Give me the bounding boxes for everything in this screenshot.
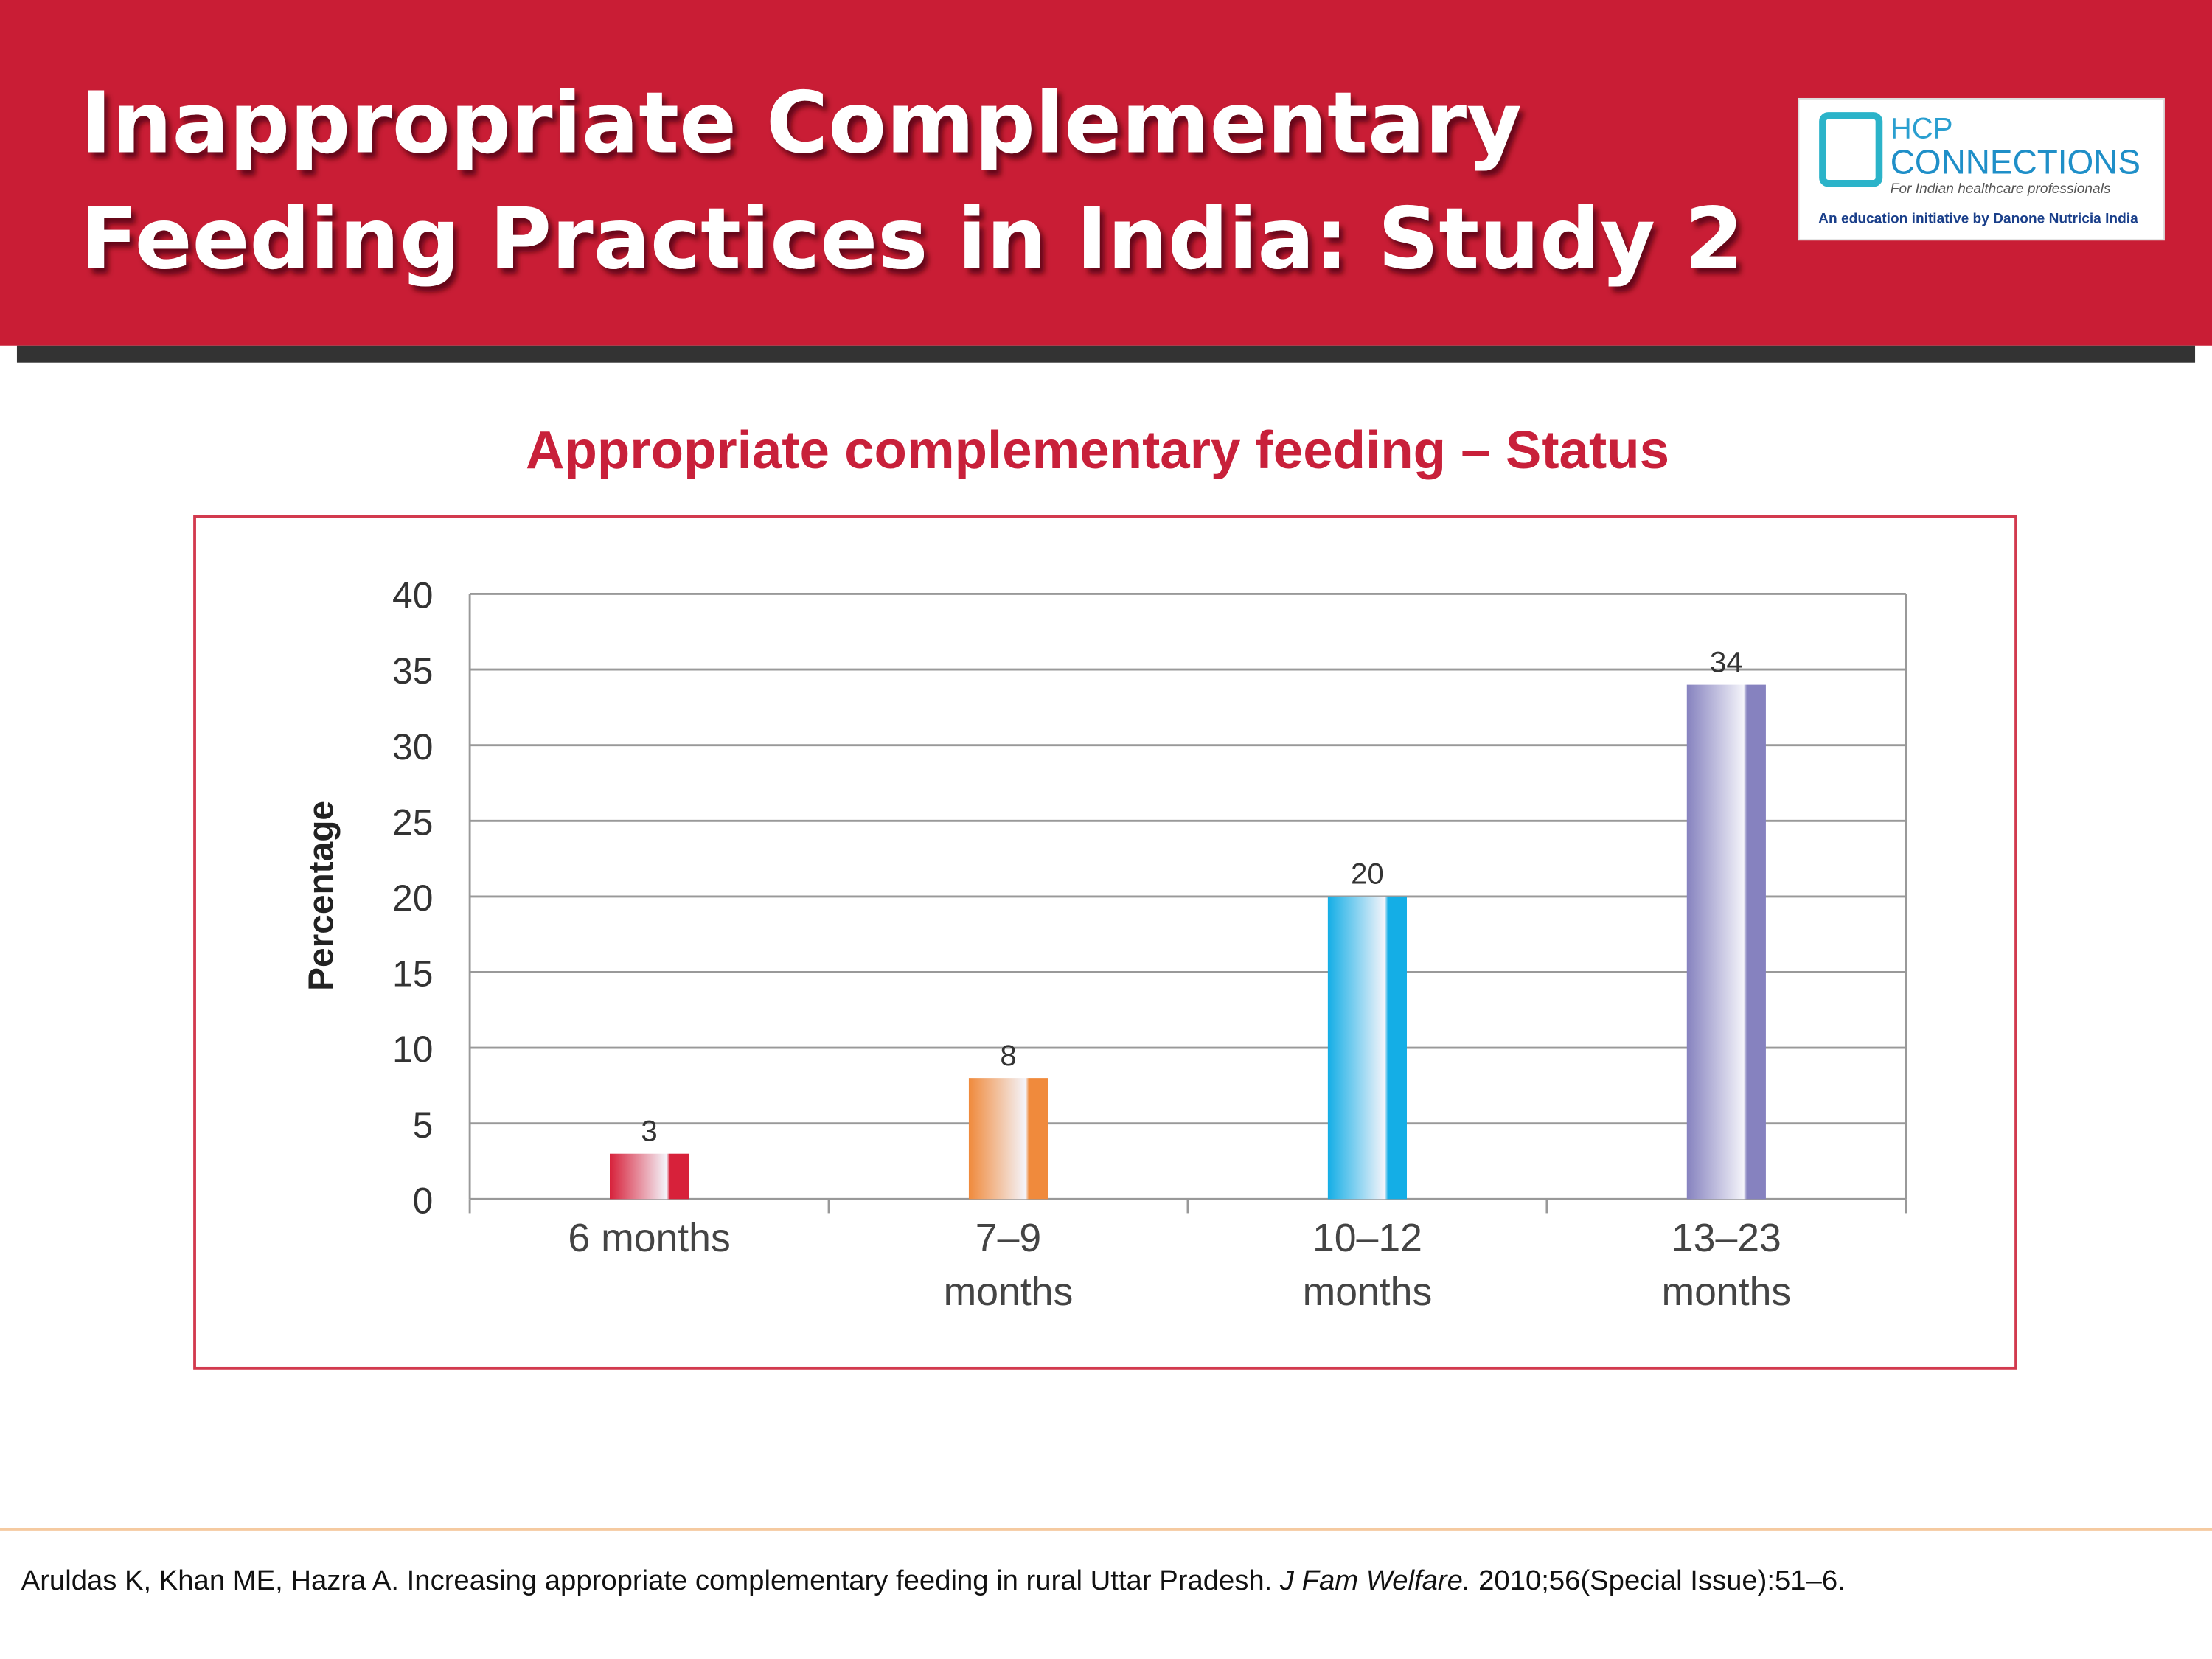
slide-title: Inappropriate Complementary — [80, 74, 1522, 173]
bar — [1686, 684, 1766, 1200]
x-tick-label: months — [1303, 1270, 1433, 1314]
y-tick-label: 10 — [392, 1029, 433, 1070]
value-label: 8 — [1000, 1039, 1016, 1072]
y-tick-label: 15 — [392, 953, 433, 995]
slide-title: Feeding Practices in India: Study 2 — [80, 190, 1744, 289]
x-tick-label: 7–9 — [975, 1217, 1041, 1260]
x-tick-label: 6 months — [568, 1217, 730, 1260]
x-tick-label: months — [1662, 1270, 1792, 1314]
reference: Aruldas K, Khan ME, Hazra A. Increasing … — [21, 1565, 1846, 1596]
bar — [968, 1078, 1048, 1200]
y-tick-label: 20 — [392, 877, 433, 919]
logo-brand-top: HCP — [1891, 112, 1953, 145]
y-tick-label: 25 — [392, 801, 433, 843]
value-label: 20 — [1351, 858, 1384, 891]
chart-frame — [193, 515, 2017, 1370]
y-tick-label: 35 — [392, 650, 433, 692]
chart-title: Appropriate complementary feeding – Stat… — [526, 420, 1669, 480]
logo-brand: CONNECTIONS — [1891, 142, 2140, 181]
y-tick-label: 30 — [392, 726, 433, 768]
bar — [610, 1153, 689, 1200]
logo-icon — [1819, 112, 1883, 187]
logo-tagline: For Indian healthcare professionals — [1891, 181, 2111, 197]
plot: 0 5 10 15 20 25 30 35 40 6 months 3 7–9 months 8 10–12… — [392, 575, 1907, 1314]
x-tick-label: months — [944, 1270, 1074, 1314]
reference-text: Aruldas K, Khan ME, Hazra A. Increasing … — [21, 1565, 1280, 1596]
y-tick-label: 0 — [413, 1180, 434, 1221]
value-label: 3 — [641, 1114, 657, 1147]
header-shadow-bar — [16, 345, 2196, 363]
y-tick-label: 40 — [392, 575, 433, 616]
logo-box — [1798, 97, 2165, 241]
x-tick-label: 10–12 — [1312, 1217, 1422, 1260]
reference-journal: J Fam Welfare. — [1279, 1565, 1471, 1596]
value-label: 34 — [1710, 645, 1743, 678]
y-tick-label: 5 — [413, 1105, 434, 1146]
bar — [1327, 896, 1408, 1200]
y-axis-label: Percentage — [302, 801, 341, 991]
logo: HCP CONNECTIONS For Indian healthcare pr… — [1798, 97, 2165, 241]
reference-details: 2010;56(Special Issue):51–6. — [1471, 1565, 1846, 1596]
x-tick-label: 13–23 — [1672, 1217, 1781, 1260]
logo-initiative: An education initiative by Danone Nutric… — [1818, 211, 2138, 226]
